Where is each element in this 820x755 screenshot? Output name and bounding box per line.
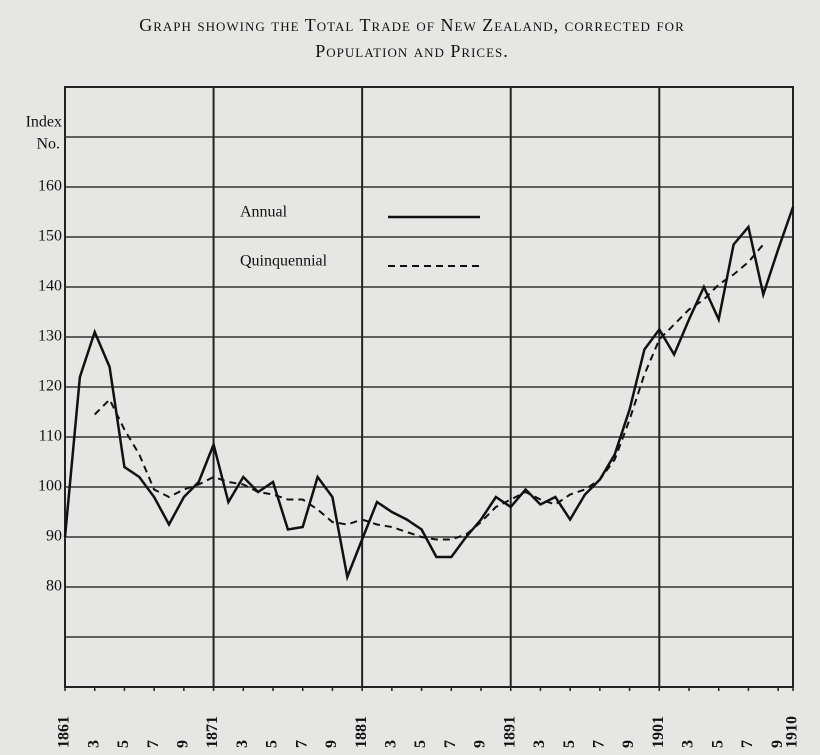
legend-label: Annual — [240, 204, 288, 221]
y-tick-label: 140 — [38, 278, 62, 295]
x-tick-label: 5 — [709, 740, 726, 748]
chart-title: Graph showing the Total Trade of New Zea… — [139, 15, 685, 35]
x-tick-label: 7 — [145, 740, 162, 748]
y-tick-label: 110 — [39, 428, 62, 445]
x-tick-label: 7 — [591, 740, 608, 748]
chart-title: Population and Prices. — [315, 41, 508, 61]
x-tick-label: 5 — [412, 740, 429, 748]
x-tick-label: 3 — [680, 740, 697, 748]
x-tick-label: 3 — [234, 740, 251, 748]
x-tick-label: 9 — [620, 740, 637, 748]
x-tick-label: 5 — [561, 740, 578, 748]
x-tick-label: 1910 — [784, 716, 801, 748]
y-axis-label: No. — [36, 136, 60, 153]
y-axis-label: Index — [26, 114, 62, 131]
x-tick-label: 9 — [175, 740, 192, 748]
y-tick-label: 80 — [46, 578, 62, 595]
y-tick-label: 100 — [38, 478, 62, 495]
x-tick-label: 1901 — [650, 716, 667, 748]
y-tick-label: 90 — [46, 528, 62, 545]
x-tick-label: 9 — [769, 740, 786, 748]
y-tick-label: 160 — [38, 178, 62, 195]
x-tick-label: 5 — [264, 740, 281, 748]
x-tick-label: 3 — [85, 740, 102, 748]
x-tick-label: 1891 — [501, 716, 518, 748]
x-tick-label: 3 — [531, 740, 548, 748]
data-line — [93, 243, 765, 541]
x-tick-label: 1871 — [204, 716, 221, 748]
y-tick-label: 120 — [38, 378, 62, 395]
x-tick-label: 1861 — [56, 716, 73, 748]
data-line — [63, 206, 795, 582]
x-tick-label: 9 — [323, 740, 340, 748]
y-tick-label: 130 — [38, 328, 62, 345]
x-tick-label: 7 — [442, 740, 459, 748]
x-tick-label: 7 — [739, 740, 756, 748]
legend-label: Quinquennial — [240, 253, 328, 270]
x-tick-label: 1881 — [353, 716, 370, 748]
y-tick-label: 150 — [38, 228, 62, 245]
x-tick-label: 9 — [472, 740, 489, 748]
x-tick-label: 7 — [293, 740, 310, 748]
x-tick-label: 5 — [115, 740, 132, 748]
x-tick-label: 3 — [383, 740, 400, 748]
